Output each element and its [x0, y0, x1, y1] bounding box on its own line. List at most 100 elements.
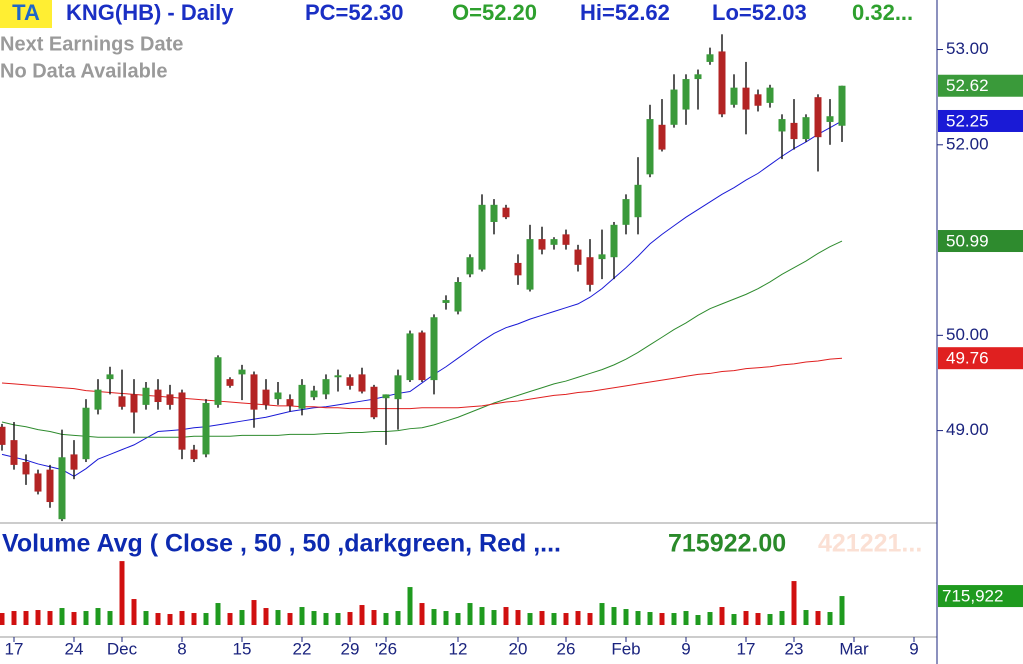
- volume-bar: [551, 613, 557, 625]
- candle-body: [706, 54, 714, 62]
- y-tick-label: 49.00: [946, 420, 989, 439]
- candle-body: [190, 449, 198, 460]
- volume-bar: [215, 603, 221, 625]
- candle-body: [658, 124, 666, 150]
- volume-bar: [11, 611, 17, 625]
- candle-body: [814, 97, 822, 138]
- volume-bar: [299, 607, 305, 625]
- candle-body: [358, 374, 366, 392]
- volume-bar: [0, 613, 5, 625]
- candle-body: [46, 469, 54, 503]
- header-stat: O=52.20: [452, 0, 537, 25]
- volume-bar: [719, 607, 725, 625]
- candle-body: [82, 407, 90, 460]
- candle-body: [34, 473, 42, 492]
- x-tick-label: 20: [509, 639, 528, 658]
- volume-bar: [335, 613, 341, 625]
- candle-body: [826, 116, 834, 122]
- volume-bar: [755, 613, 761, 625]
- candle-body: [178, 392, 186, 450]
- volume-value: 715922.00: [668, 530, 786, 558]
- candle-body: [310, 390, 318, 398]
- candle-body: [730, 87, 738, 105]
- candle-body: [442, 300, 450, 303]
- volume-bar: [527, 613, 533, 625]
- x-tick-label: 22: [293, 639, 312, 658]
- volume-bar: [287, 613, 293, 625]
- candle-body: [550, 239, 558, 245]
- candle-body: [166, 394, 174, 405]
- y-tick-label: 52.00: [946, 134, 989, 153]
- candle-body: [142, 387, 150, 405]
- candle-body: [646, 119, 654, 175]
- candle-body: [562, 234, 570, 245]
- volume-bar: [695, 615, 701, 625]
- volume-tag-label: 715,922: [942, 587, 1003, 606]
- volume-bar: [659, 613, 665, 625]
- x-tick-label: 23: [785, 639, 804, 658]
- candle-body: [670, 89, 678, 125]
- volume-bar: [35, 610, 41, 625]
- volume-bar: [587, 613, 593, 625]
- candle-body: [286, 399, 294, 406]
- candle-body: [610, 224, 618, 258]
- volume-bar: [131, 599, 137, 625]
- badge: TA: [12, 0, 40, 25]
- candle-body: [322, 379, 330, 395]
- y-tick-label: 50.00: [946, 325, 989, 344]
- volume-bar: [731, 614, 737, 625]
- volume-bar: [515, 610, 521, 625]
- earnings-note: Next Earnings Date: [0, 33, 183, 55]
- candle-body: [214, 357, 222, 405]
- x-tick-label: 17: [737, 639, 756, 658]
- volume-bar: [167, 614, 173, 625]
- volume-bar: [203, 613, 209, 625]
- candle-body: [370, 386, 378, 418]
- volume-bar: [647, 612, 653, 625]
- volume-bar: [671, 613, 677, 625]
- x-tick-label: 9: [681, 639, 690, 658]
- x-tick-label: 9: [909, 639, 918, 658]
- price-tag: [938, 230, 1023, 253]
- volume-bar: [347, 612, 353, 625]
- candle-body: [526, 239, 534, 290]
- volume-bar: [611, 607, 617, 625]
- volume-bar: [23, 611, 29, 625]
- candle-body: [418, 332, 426, 381]
- volume-bar: [191, 613, 197, 625]
- candle-body: [490, 204, 498, 222]
- volume-bar: [155, 613, 161, 625]
- candle-body: [274, 392, 282, 400]
- volume-bar: [431, 609, 437, 625]
- moving-average: [1, 240, 843, 438]
- moving-average: [1, 357, 843, 410]
- volume-bar: [803, 610, 809, 625]
- volume-title: Volume Avg ( Close , 50 , 50 ,darkgreen,…: [2, 530, 561, 558]
- earnings-note: No Data Available: [0, 60, 167, 82]
- candle-body: [406, 333, 414, 381]
- x-tick-label: 26: [557, 639, 576, 658]
- x-tick-label: '26: [375, 639, 397, 658]
- volume-bar: [407, 587, 413, 625]
- x-tick-label: 15: [233, 639, 252, 658]
- candle-body: [334, 375, 342, 378]
- candle-body: [430, 317, 438, 381]
- volume-bar: [503, 607, 509, 625]
- volume-bar: [575, 611, 581, 625]
- candle-body: [790, 122, 798, 140]
- moving-average: [1, 120, 843, 477]
- candle-body: [574, 249, 582, 265]
- volume-bar: [827, 612, 833, 625]
- volume-bar: [251, 600, 257, 625]
- volume-bar: [599, 603, 605, 625]
- candle-body: [106, 374, 114, 380]
- x-tick-label: 24: [65, 639, 84, 658]
- volume-bar: [467, 603, 473, 625]
- volume-bar: [359, 605, 365, 625]
- volume-bar: [743, 611, 749, 625]
- volume-bar: [263, 608, 269, 625]
- x-tick-label: Dec: [107, 639, 138, 658]
- volume-bar: [119, 561, 125, 625]
- header-stat: Hi=52.62: [580, 0, 670, 25]
- candle-body: [130, 394, 138, 413]
